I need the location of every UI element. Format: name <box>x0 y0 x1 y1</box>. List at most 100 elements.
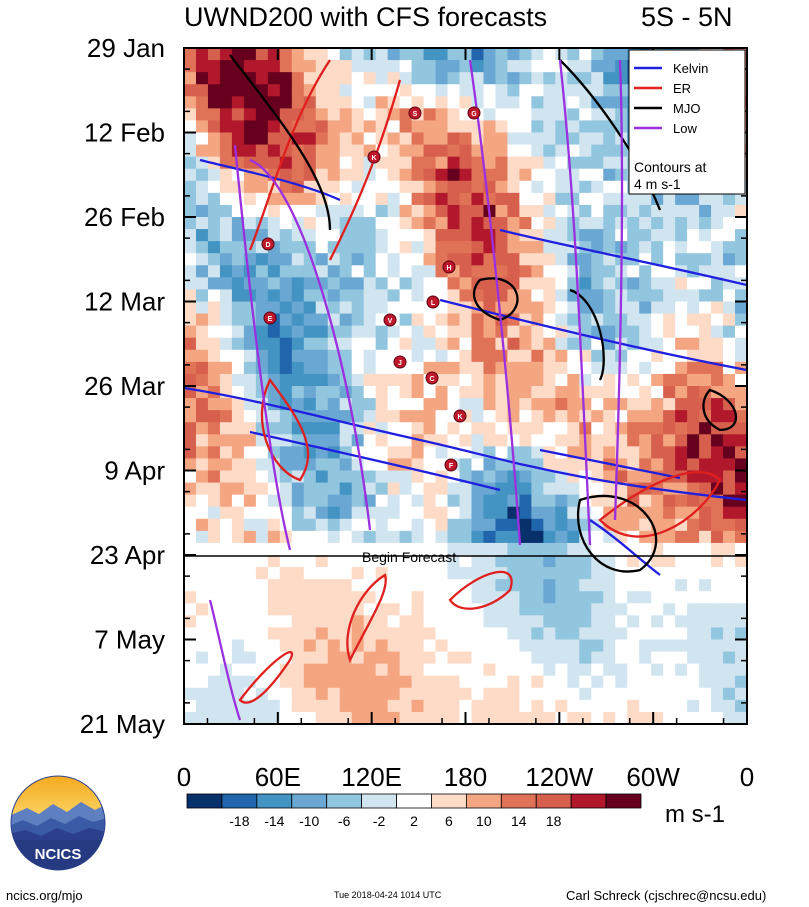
heat-cell <box>184 241 197 254</box>
heat-cell <box>327 639 341 653</box>
heat-cell <box>555 120 568 134</box>
heat-cell <box>291 627 305 641</box>
heat-cell <box>291 567 305 580</box>
heat-cell <box>495 506 509 520</box>
heat-cell <box>315 96 329 109</box>
x-tick-label: 0 <box>740 762 754 792</box>
heat-cell <box>363 72 377 85</box>
heat-cell <box>591 253 604 266</box>
heat-cell <box>291 156 305 170</box>
colorbar-tick-label: 18 <box>546 813 562 829</box>
heat-cell <box>231 132 245 146</box>
heat-cell <box>291 699 305 713</box>
footer-website[interactable]: ncics.org/mjo <box>6 888 83 903</box>
heat-cell <box>519 470 532 484</box>
heat-cell <box>184 192 197 206</box>
heat-cell <box>495 373 509 387</box>
heat-cell <box>651 458 664 472</box>
heat-cell <box>423 386 437 399</box>
heat-cell <box>315 313 329 327</box>
heat-cell <box>555 482 568 496</box>
heat-cell <box>567 120 580 134</box>
heat-cell <box>519 591 532 604</box>
heat-cell <box>531 579 544 592</box>
heat-cell <box>184 603 197 616</box>
colorbar-tick-label: -14 <box>264 813 284 829</box>
heat-cell <box>639 663 652 677</box>
heat-cell <box>627 663 640 677</box>
heat-cell <box>327 361 341 375</box>
heat-cell <box>591 422 604 435</box>
heat-cell <box>327 542 341 556</box>
heat-cell <box>423 180 437 194</box>
heat-cell <box>435 422 449 435</box>
heat-cell <box>459 349 473 363</box>
heat-cell <box>435 386 449 399</box>
heat-cell <box>363 458 377 472</box>
heat-cell <box>411 711 425 724</box>
heat-cell <box>387 579 401 592</box>
heat-cell <box>675 301 688 315</box>
heat-cell <box>603 241 616 254</box>
heat-cell <box>303 470 317 484</box>
heat-cell <box>507 253 521 266</box>
heat-cell <box>555 48 568 61</box>
heat-cell <box>255 699 269 713</box>
heat-cell <box>184 506 197 520</box>
heat-cell <box>315 470 329 484</box>
heat-cell <box>267 349 281 363</box>
heat-cell <box>315 217 329 230</box>
heat-cell <box>327 506 341 520</box>
heat-cell <box>651 675 664 689</box>
heat-cell <box>711 192 724 206</box>
heat-cell <box>267 663 281 677</box>
heat-cell <box>687 373 700 387</box>
heat-cell <box>423 277 437 291</box>
heat-cell <box>579 180 592 194</box>
heat-cell <box>339 253 353 266</box>
heat-cell <box>639 422 652 435</box>
heat-cell <box>711 277 724 291</box>
heat-cell <box>447 542 461 556</box>
heat-cell <box>219 434 233 447</box>
heat-cell <box>255 567 269 580</box>
heat-cell <box>459 458 473 472</box>
contour-line <box>328 79 402 261</box>
heat-cell <box>315 711 329 724</box>
heat-cell <box>327 289 341 303</box>
heat-cell <box>627 361 640 375</box>
heat-cell <box>723 555 736 568</box>
heat-cell <box>471 337 485 351</box>
heat-cell <box>483 192 497 206</box>
heat-cell <box>531 204 544 218</box>
heat-cell <box>735 494 747 508</box>
heat-cell <box>387 470 401 484</box>
heat-cell <box>531 253 544 266</box>
heat-cell <box>411 470 425 484</box>
heat-cell <box>387 373 401 387</box>
heat-cell <box>555 144 568 158</box>
heat-cell <box>411 313 425 327</box>
heat-cell <box>471 373 485 387</box>
heat-cell <box>339 579 353 592</box>
heat-cell <box>483 470 497 484</box>
heat-cell <box>231 325 245 339</box>
heat-cell <box>423 699 437 713</box>
heat-cell <box>291 253 305 266</box>
heat-cell <box>543 518 556 532</box>
heat-cell <box>543 422 556 435</box>
y-tick-label: 9 Apr <box>104 456 165 486</box>
heat-cell <box>711 687 724 701</box>
heat-cell <box>639 639 652 653</box>
heat-cell <box>243 265 257 278</box>
heat-cell <box>459 217 473 230</box>
heat-cell <box>363 325 377 339</box>
heat-cell <box>267 217 281 230</box>
heat-cell <box>495 265 509 278</box>
heat-cell <box>231 217 245 230</box>
heat-cell <box>675 567 688 580</box>
heat-cell <box>423 132 437 146</box>
heat-cell <box>291 434 305 447</box>
heat-cell <box>339 108 353 122</box>
heat-cell <box>603 627 616 641</box>
